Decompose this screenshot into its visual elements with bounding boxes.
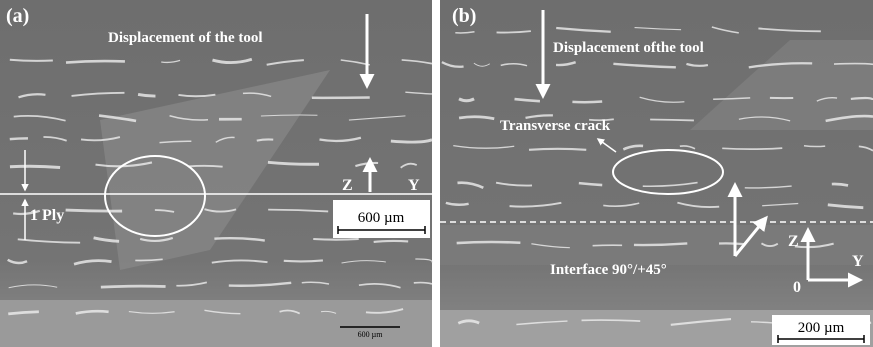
streak	[313, 239, 358, 240]
streak	[719, 243, 746, 244]
axis-label: Z	[788, 233, 799, 250]
scale-text: 200 µm	[798, 320, 845, 336]
streak	[457, 242, 521, 243]
streak	[582, 320, 641, 321]
axis-label: Y	[408, 177, 420, 194]
streak	[529, 149, 586, 150]
streak	[572, 102, 602, 103]
streak	[10, 138, 28, 139]
streak	[10, 60, 53, 61]
panel-label: (a)	[6, 5, 29, 27]
annotation: 1 Ply	[30, 207, 64, 224]
annotation: Transverse crack	[500, 118, 611, 134]
streak	[593, 245, 622, 246]
streak	[374, 241, 409, 242]
streak	[832, 184, 848, 185]
streak	[284, 260, 323, 261]
streak	[10, 166, 60, 167]
annotation: Displacement ofthe tool	[553, 40, 704, 56]
axis-label: Z	[342, 177, 353, 194]
scale-text: 600 µm	[358, 210, 405, 226]
streak	[257, 139, 273, 140]
annotation: Interface 90°/+45°	[550, 262, 667, 278]
scale-text: 600 µm	[358, 330, 384, 339]
panel-a: (a) Displacement of the tool Z Y 600 µm …	[0, 0, 432, 347]
streak	[101, 286, 166, 287]
streak	[804, 146, 825, 147]
streak	[834, 64, 873, 65]
annotation: Displacement of the tool	[108, 30, 263, 46]
axis-label: 0	[793, 279, 801, 296]
axis-label: Y	[852, 253, 864, 270]
streak	[650, 120, 694, 121]
streak	[138, 94, 155, 96]
streak	[66, 210, 123, 211]
streak	[188, 166, 223, 167]
panel-label: (b)	[452, 5, 476, 27]
figure: (a) Displacement of the tool Z Y 600 µm …	[0, 0, 873, 347]
streak	[66, 61, 125, 62]
bottom-layer	[0, 300, 432, 347]
panel-b: (b) Displacement ofthe tool Transverse c…	[440, 0, 873, 347]
